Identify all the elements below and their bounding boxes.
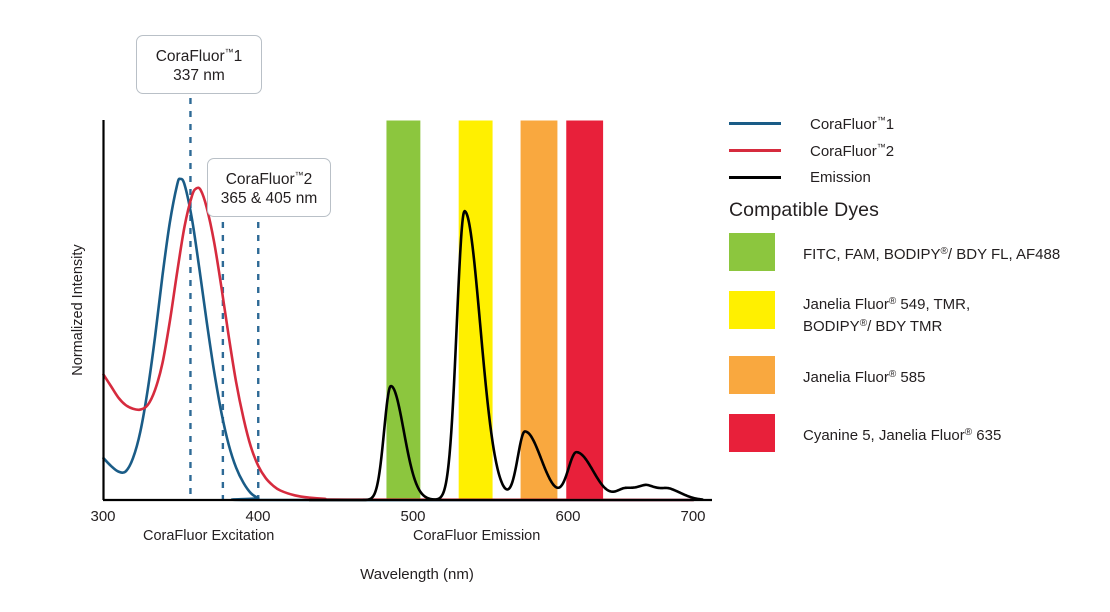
x-tick-600: 600: [555, 508, 581, 525]
spectra-curves: [102, 177, 704, 502]
dye-row-red: Cyanine 5, Janelia Fluor® 635: [729, 414, 1104, 452]
x-axis-title: Wavelength (nm): [360, 566, 474, 583]
callout-1-title: CoraFluor™1: [149, 43, 249, 66]
y-axis-title: Normalized Intensity: [70, 244, 86, 376]
callout-corafluor-2: CoraFluor™2 365 & 405 nm: [207, 158, 331, 217]
red-band: [566, 120, 604, 500]
dye-row-green: FITC, FAM, BODIPY®/ BDY FL, AF488: [729, 233, 1104, 271]
emission-bands-group: [386, 120, 604, 500]
x-tick-400: 400: [245, 508, 271, 525]
spectra-svg: [102, 98, 712, 502]
legend-item-emission: Emission: [729, 164, 1099, 191]
legend-label-corafluor-1: CoraFluor™1: [810, 114, 895, 133]
dye-label-orange: Janelia Fluor® 585: [803, 369, 926, 386]
legend-line-corafluor-2: [729, 149, 781, 152]
dye-label-yellow: Janelia Fluor® 549, TMR, BODIPY®/ BDY TM…: [803, 296, 971, 335]
legend-item-corafluor-1: CoraFluor™1: [729, 110, 1099, 137]
chart-plot-area: CoraFluor™1 337 nm CoraFluor™2 365 & 405…: [70, 35, 712, 583]
dye-swatch-orange: [729, 356, 775, 394]
callout-1-index: 1: [233, 48, 243, 65]
callout-1-name: CoraFluor: [155, 48, 225, 65]
dye-label-green: FITC, FAM, BODIPY®/ BDY FL, AF488: [803, 246, 1061, 263]
sub-label-excitation: CoraFluor Excitation: [143, 528, 275, 544]
dye-swatch-yellow: [729, 291, 775, 329]
series-legend: CoraFluor™1 CoraFluor™2 Emission: [729, 110, 1099, 191]
dye-label-red: Cyanine 5, Janelia Fluor® 635: [803, 427, 1002, 444]
dye-row-yellow: Janelia Fluor® 549, TMR, BODIPY®/ BDY TM…: [729, 291, 1104, 336]
compatible-dyes-list: FITC, FAM, BODIPY®/ BDY FL, AF488 Janeli…: [729, 233, 1104, 472]
curve-emission: [308, 209, 704, 502]
callout-1-tm: ™: [224, 47, 234, 57]
x-tick-700: 700: [680, 508, 706, 525]
legend-label-emission: Emission: [810, 169, 871, 186]
yellow-band: [458, 120, 493, 500]
legend-line-corafluor-1: [729, 122, 781, 125]
dye-swatch-red: [729, 414, 775, 452]
callout-2-tm: ™: [294, 170, 304, 180]
x-tick-300: 300: [90, 508, 116, 525]
callout-2-index: 2: [303, 171, 313, 188]
callout-2-title: CoraFluor™2: [220, 166, 318, 189]
callout-2-value: 365 & 405 nm: [220, 190, 318, 207]
callout-corafluor-1: CoraFluor™1 337 nm: [136, 35, 262, 94]
compatible-dyes-title: Compatible Dyes: [729, 199, 879, 221]
curve-corafluor-1: [102, 177, 695, 502]
callout-2-name: CoraFluor: [225, 171, 295, 188]
curve-corafluor-2: [102, 186, 695, 502]
dye-swatch-green: [729, 233, 775, 271]
callout-1-value: 337 nm: [173, 67, 225, 84]
orange-band: [520, 120, 558, 500]
x-tick-500: 500: [400, 508, 426, 525]
green-band: [386, 120, 421, 500]
legend-line-emission: [729, 176, 781, 179]
sub-label-emission: CoraFluor Emission: [413, 528, 541, 544]
excitation-marker-lines: [189, 98, 260, 500]
legend-label-corafluor-2: CoraFluor™2: [810, 141, 895, 160]
legend-item-corafluor-2: CoraFluor™2: [729, 137, 1099, 164]
dye-row-orange: Janelia Fluor® 585: [729, 356, 1104, 394]
